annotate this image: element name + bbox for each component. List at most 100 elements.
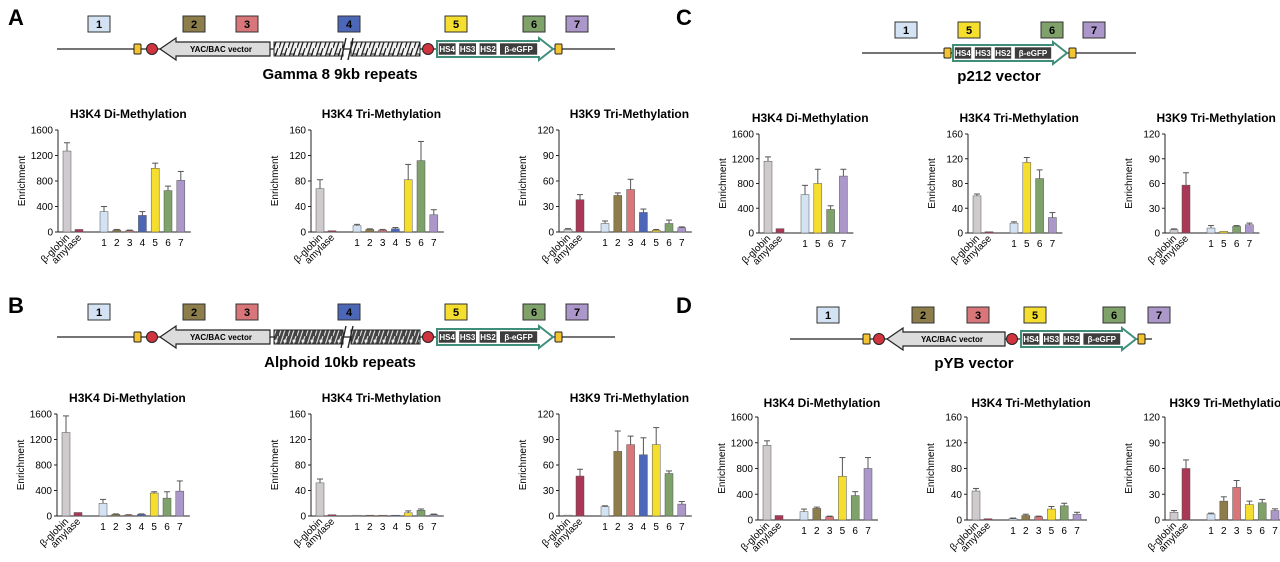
x-category-label: 6 <box>1061 526 1067 537</box>
x-category-label: 3 <box>1036 526 1042 537</box>
x-category-label: 6 <box>828 239 834 250</box>
x-category-label: 6 <box>1259 526 1265 537</box>
bar-region-7 <box>677 503 687 517</box>
x-category-label: 6 <box>852 526 858 537</box>
y-tick-label: 400 <box>736 490 753 501</box>
construct-title: p212 vector <box>957 68 1041 85</box>
bar-region-2 <box>1021 515 1031 521</box>
region-box-1-label: 1 <box>96 307 102 319</box>
y-axis-label: Enrichment <box>518 439 529 490</box>
region-box-3-swatch <box>235 303 259 321</box>
y-axis-label: Enrichment <box>518 155 529 206</box>
x-category-label: 6 <box>418 522 424 533</box>
y-axis-label: Enrichment <box>1124 158 1135 209</box>
region-box-1-swatch <box>87 303 111 321</box>
x-category-label: 2 <box>814 526 820 537</box>
y-tick-label: 800 <box>35 461 52 472</box>
bar-region-6 <box>1232 226 1241 234</box>
chart-A-3: H3K9 Tri-Methylation Enrichment 0 30 60 90 120… <box>518 107 692 266</box>
bar-beta-globin <box>1169 229 1179 234</box>
bar-beta-globin <box>563 229 573 233</box>
y-tick-label: 80 <box>951 464 963 475</box>
bar-amylase <box>984 231 994 234</box>
panel-letter-D: D <box>676 293 692 318</box>
chart-D-3: H3K9 Tri-Methylation Enrichment 0 30 60 90 120… <box>1124 396 1280 554</box>
x-category-label: 7 <box>865 526 871 537</box>
bar-region-6 <box>163 190 173 233</box>
locus-arrow: HS4 HS3 HS2 β-eGFP <box>436 323 555 351</box>
region-box-6-label: 6 <box>1111 310 1117 322</box>
y-tick-label: 1200 <box>732 154 755 165</box>
x-category-label: 6 <box>164 522 170 533</box>
bar-region-5 <box>813 183 823 234</box>
bar-region-5 <box>150 168 160 233</box>
bar-region-6 <box>1059 505 1069 521</box>
chart-title: H3K4 Di-Methylation <box>69 391 186 405</box>
x-category-label: 1 <box>101 238 107 249</box>
region-box-7-label: 7 <box>574 19 580 31</box>
chart-title: H3K9 Tri-Methylation <box>570 391 689 405</box>
x-category-label: 3 <box>380 522 386 533</box>
bar-beta-globin <box>971 490 981 521</box>
bar-region-2 <box>365 229 375 233</box>
x-category-label: 1 <box>1011 239 1017 250</box>
chart-A-2: H3K4 Tri-MethylationEnrichment0408012016… <box>270 107 444 266</box>
region-box-4: 4 <box>337 15 361 33</box>
y-tick-label: 120 <box>945 438 962 449</box>
chart-title: H3K4 Tri-Methylation <box>322 391 441 405</box>
construct-diagram-A: YAC/BAC vector HS4 HS3 HS2 β-eGFP 1 2 3 4 5 6 7 Gamm… <box>57 15 615 83</box>
y-tick-label: 1600 <box>30 410 53 421</box>
vector-arrow: YAC/BAC vector <box>885 326 1006 352</box>
x-category-label: 3 <box>126 522 132 533</box>
x-category-label: 6 <box>418 238 424 249</box>
bar-region-5 <box>149 492 159 517</box>
panel-letter-A: A <box>8 5 24 30</box>
x-category-label: 6 <box>1234 239 1240 250</box>
element-hs4 <box>954 46 972 60</box>
x-category-label: 6 <box>165 238 171 249</box>
x-category-label: 5 <box>405 522 411 533</box>
bar-amylase <box>1181 468 1191 521</box>
y-tick-label: 1200 <box>31 151 54 162</box>
region-box-3-swatch <box>235 15 259 33</box>
x-category-label: 1 <box>1208 526 1214 537</box>
loxp-site <box>862 333 871 345</box>
region-box-2: 2 <box>182 15 206 33</box>
bar-beta-globin <box>563 514 573 517</box>
bar-beta-globin <box>61 432 71 517</box>
region-box-6-swatch <box>1040 21 1064 39</box>
loxp-site <box>1137 333 1146 345</box>
y-axis-label: Enrichment <box>16 439 27 490</box>
region-box-6-swatch <box>522 15 546 33</box>
construct-title: Alphoid 10kb repeats <box>264 354 416 371</box>
bar-region-1 <box>1009 222 1019 234</box>
x-category-label: 7 <box>1074 526 1080 537</box>
bar-beta-globin <box>315 188 325 233</box>
element-hs2-label: HS2 <box>1064 335 1080 344</box>
element-hs3 <box>458 330 477 344</box>
chart-D-2: H3K4 Tri-MethylationEnrichment0408012016… <box>926 396 1091 554</box>
region-box-7-label: 7 <box>574 307 580 319</box>
region-box-1-swatch <box>894 21 918 39</box>
element-hs2 <box>478 42 497 56</box>
region-box-3-label: 3 <box>975 310 981 322</box>
y-tick-label: 0 <box>1154 229 1160 240</box>
x-category-label: 3 <box>380 238 386 249</box>
locus-arrow: HS4 HS3 HS2 β-eGFP <box>1020 325 1138 353</box>
bar-region-3 <box>125 230 134 233</box>
bar-region-5 <box>651 444 661 517</box>
region-box-3-label: 3 <box>244 307 250 319</box>
loxp-site <box>554 331 563 343</box>
region-box-2-swatch <box>911 306 935 324</box>
region-box-6: 6 <box>522 15 546 33</box>
y-tick-label: 80 <box>952 179 964 190</box>
y-tick-label: 1600 <box>731 413 754 424</box>
repeat-segment-left <box>273 41 344 57</box>
element-hs3-label: HS3 <box>975 49 991 58</box>
insulator-site <box>1006 333 1018 345</box>
y-tick-label: 40 <box>295 202 307 213</box>
region-box-6-swatch <box>1102 306 1126 324</box>
loxp-site <box>133 331 142 343</box>
vector-arrow-shape <box>158 324 271 350</box>
